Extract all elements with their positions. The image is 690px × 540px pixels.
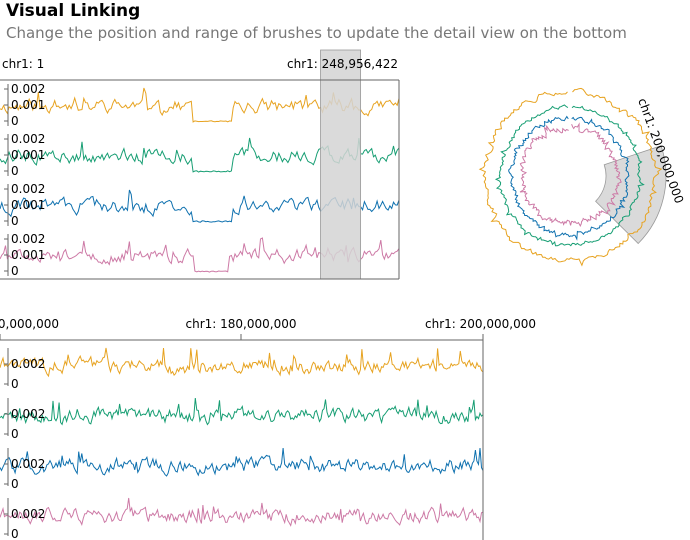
overview-x-start-label: chr1: 1 (2, 57, 44, 71)
detail-series-lines (0, 347, 484, 527)
detail-y-tick-label: 0.002 (11, 407, 45, 421)
overview-y-tick-label: 0 (11, 264, 19, 278)
overview-y-tick-label: 0.001 (11, 98, 45, 112)
circular-series-line-blue (508, 115, 630, 241)
page-subtitle: Change the position and range of brushes… (6, 24, 627, 42)
detail-series-line-blue (0, 447, 484, 477)
overview-y-tick-label: 0.001 (11, 148, 45, 162)
detail-y-tick-label: 0.002 (11, 507, 45, 521)
detail-x-tick-label: chr1: 180,000,000 (186, 317, 297, 331)
detail-y-tick-label: 0.002 (11, 457, 45, 471)
overview-y-tick-label: 0 (11, 114, 19, 128)
overview-y-tick-label: 0.002 (11, 182, 45, 196)
overview-y-tick-label: 0.002 (11, 132, 45, 146)
detail-y-tick-label: 0 (11, 477, 19, 491)
detail-series-line-green (0, 398, 484, 426)
circular-series-line-green (494, 104, 645, 247)
detail-series-line-orange (0, 347, 484, 378)
overview-y-tick-label: 0.002 (11, 82, 45, 96)
detail-y-tick-label: 0 (11, 377, 19, 391)
overview-y-tick-label: 0.001 (11, 198, 45, 212)
detail-series-line-pink (0, 497, 484, 527)
detail-y-tick-label: 0 (11, 427, 19, 441)
detail-x-tick-label: chr1: 160,000,000 (0, 317, 59, 331)
circular-brush[interactable] (595, 145, 667, 245)
overview-brush[interactable] (320, 49, 362, 280)
overview-y-tick-label: 0 (11, 214, 19, 228)
overview-y-tick-label: 0 (11, 164, 19, 178)
detail-y-axes: 0.002 0 0.002 0 0.002 0 0.002 0 (4, 348, 45, 540)
overview-x-end-label: chr1: 248,956,422 (287, 57, 398, 71)
overview-y-tick-label: 0.002 (11, 232, 45, 246)
overview-y-axes: 0.002 0.001 0 0.002 0.001 0 0.002 0.001 0 0.002 0.… (4, 82, 45, 278)
page-title: Visual Linking (6, 1, 141, 21)
detail-y-tick-label: 0.002 (11, 357, 45, 371)
circular-series-lines (478, 87, 663, 267)
circular-series-line-pink (519, 122, 622, 228)
circular-series-line-orange (478, 87, 663, 267)
detail-x-tick-label: chr1: 200,000,000 (425, 317, 536, 331)
overview-y-tick-label: 0.001 (11, 248, 45, 262)
detail-y-tick-label: 0 (11, 527, 19, 540)
detail-x-ticks: chr1: 160,000,000 chr1: 180,000,000 chr1: … (0, 317, 536, 340)
